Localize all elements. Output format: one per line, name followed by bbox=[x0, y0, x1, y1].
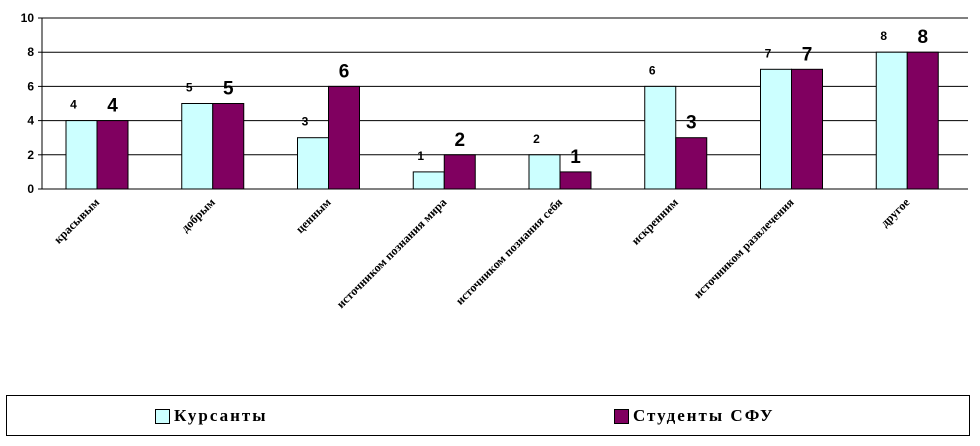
bar-2 bbox=[328, 85, 360, 190]
bar-2 bbox=[906, 51, 939, 190]
bar-1 bbox=[644, 85, 677, 190]
y-tick-label: 10 bbox=[21, 11, 35, 25]
data-label-1: 7 bbox=[765, 46, 772, 60]
y-tick-label: 0 bbox=[27, 182, 34, 196]
gridlines bbox=[42, 17, 968, 156]
y-tick-label: 4 bbox=[27, 114, 34, 128]
y-axis: 0 2 4 6 8 10 bbox=[21, 11, 43, 196]
legend-swatch-series-1 bbox=[155, 408, 170, 424]
data-label-1: 5 bbox=[186, 81, 193, 95]
data-label-2: 2 bbox=[454, 130, 465, 151]
legend-swatch-series-2 bbox=[614, 408, 629, 424]
category-label: другое bbox=[878, 195, 913, 230]
y-tick-label: 2 bbox=[27, 148, 34, 162]
data-label-2: 7 bbox=[802, 44, 813, 65]
category-label: источником познания себя bbox=[453, 195, 566, 308]
bar-1 bbox=[297, 137, 329, 190]
legend: Курсанты Студенты СФУ bbox=[6, 395, 970, 436]
data-label-2: 3 bbox=[686, 113, 697, 134]
bar-2 bbox=[675, 137, 708, 190]
bar-1 bbox=[875, 51, 908, 190]
legend-label-series-1: Курсанты bbox=[174, 406, 268, 425]
data-label-1: 1 bbox=[417, 149, 424, 163]
bar-1 bbox=[65, 120, 98, 190]
legend-item-series-1: Курсанты bbox=[155, 406, 268, 426]
bar-1 bbox=[181, 103, 214, 190]
category-label: источником познания мира bbox=[334, 195, 450, 311]
y-tick-label: 8 bbox=[27, 45, 34, 59]
data-label-1: 4 bbox=[70, 98, 77, 112]
bar-2 bbox=[96, 120, 129, 190]
bar-2 bbox=[791, 68, 823, 190]
data-label-1: 6 bbox=[649, 63, 656, 77]
y-tick-label: 6 bbox=[27, 79, 34, 93]
data-label-1: 2 bbox=[533, 132, 540, 146]
bar-1 bbox=[412, 171, 445, 190]
data-label-2: 1 bbox=[570, 147, 581, 168]
data-label-2: 5 bbox=[223, 79, 234, 100]
category-label: ценным bbox=[293, 195, 334, 236]
data-label-2: 4 bbox=[107, 96, 118, 117]
x-axis: красывым добрым ценным источником познания … bbox=[42, 188, 968, 311]
category-label: искренним bbox=[628, 195, 680, 247]
bars bbox=[65, 51, 939, 190]
legend-label-series-2: Студенты СФУ bbox=[633, 406, 775, 425]
data-labels: 4 4 5 5 3 6 1 2 2 1 6 3 7 7 8 8 bbox=[70, 27, 928, 168]
data-label-1: 3 bbox=[302, 115, 309, 129]
category-label: добрым bbox=[178, 195, 218, 235]
legend-item-series-2: Студенты СФУ bbox=[614, 406, 774, 426]
data-label-2: 8 bbox=[917, 27, 928, 48]
data-label-2: 6 bbox=[339, 61, 350, 82]
category-label: источником развлечения bbox=[691, 195, 797, 301]
bar-1 bbox=[760, 68, 792, 190]
bar-2 bbox=[559, 171, 592, 190]
bar-chart: 0 2 4 6 8 10 4 4 5 5 3 6 1 2 2 1 6 3 7 7 8 8 красывым добрым ц… bbox=[21, 11, 968, 311]
bar-2 bbox=[443, 154, 476, 190]
category-label: красывым bbox=[51, 195, 102, 246]
bar-2 bbox=[212, 103, 245, 190]
data-label-1: 8 bbox=[880, 29, 887, 43]
bar-1 bbox=[528, 154, 561, 190]
